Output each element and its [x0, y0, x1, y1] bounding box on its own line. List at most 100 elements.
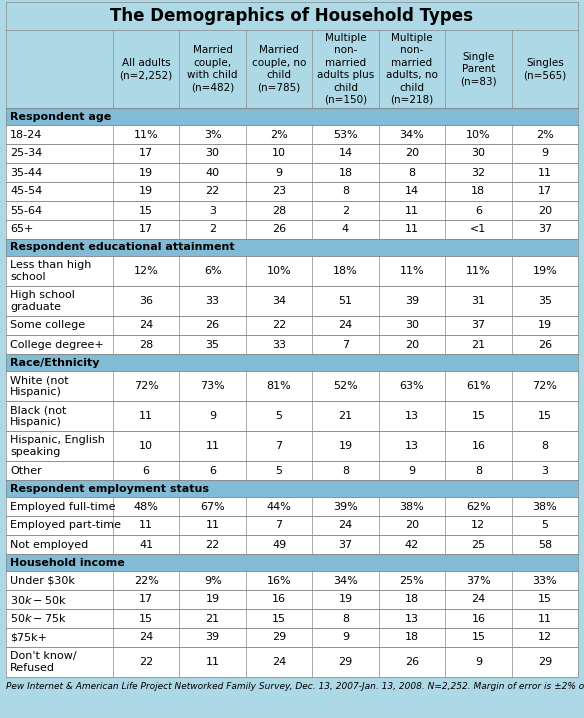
- Text: 41: 41: [139, 539, 153, 549]
- Text: 9%: 9%: [204, 576, 221, 585]
- Text: Other: Other: [10, 465, 41, 475]
- Bar: [6, 497, 578, 516]
- Text: 8: 8: [342, 465, 349, 475]
- Text: 73%: 73%: [200, 381, 225, 391]
- Text: 8: 8: [475, 465, 482, 475]
- Text: Don't know/
Refused: Don't know/ Refused: [10, 651, 77, 673]
- Text: Hispanic, English
speaking: Hispanic, English speaking: [10, 435, 105, 457]
- Text: 29: 29: [338, 657, 353, 667]
- Bar: [6, 144, 578, 163]
- Text: 20: 20: [538, 205, 552, 215]
- Bar: [6, 571, 578, 590]
- Text: 26: 26: [538, 340, 552, 350]
- Text: 9: 9: [408, 465, 415, 475]
- Text: $50k-$75k: $50k-$75k: [10, 612, 67, 625]
- Text: 8: 8: [342, 187, 349, 197]
- Text: 19: 19: [339, 595, 353, 605]
- Text: 37: 37: [471, 320, 485, 330]
- Text: 24: 24: [272, 657, 286, 667]
- Text: 72%: 72%: [134, 381, 159, 391]
- Text: 31: 31: [471, 296, 485, 306]
- Text: 11: 11: [206, 441, 220, 451]
- Text: 4: 4: [342, 225, 349, 235]
- Bar: [6, 30, 578, 108]
- Text: 12: 12: [471, 521, 485, 531]
- Text: 33: 33: [272, 340, 286, 350]
- Text: 23: 23: [272, 187, 286, 197]
- Text: 26: 26: [272, 225, 286, 235]
- Bar: [6, 371, 578, 401]
- Bar: [6, 182, 578, 201]
- Text: 5: 5: [276, 465, 283, 475]
- Text: $30k-$50k: $30k-$50k: [10, 594, 67, 605]
- Bar: [6, 535, 578, 554]
- Text: 8: 8: [541, 441, 548, 451]
- Text: 16: 16: [272, 595, 286, 605]
- Bar: [6, 480, 578, 497]
- Text: Under $30k: Under $30k: [10, 576, 75, 585]
- Text: Black (not
Hispanic): Black (not Hispanic): [10, 405, 67, 426]
- Text: 52%: 52%: [333, 381, 358, 391]
- Text: Multiple
non-
married
adults, no
child
(n=218): Multiple non- married adults, no child (…: [386, 33, 438, 105]
- Text: 34%: 34%: [333, 576, 358, 585]
- Text: 65+: 65+: [10, 225, 33, 235]
- Text: 15: 15: [471, 411, 485, 421]
- Text: $75k+: $75k+: [10, 633, 47, 643]
- Text: 2: 2: [342, 205, 349, 215]
- Text: 11%: 11%: [399, 266, 424, 276]
- Text: 6%: 6%: [204, 266, 221, 276]
- Text: 15: 15: [139, 613, 153, 623]
- Text: 18: 18: [405, 595, 419, 605]
- Bar: [6, 431, 578, 461]
- Text: 36: 36: [139, 296, 153, 306]
- Text: 25%: 25%: [399, 576, 425, 585]
- Text: 19: 19: [139, 167, 153, 177]
- Text: 26: 26: [206, 320, 220, 330]
- Text: 10%: 10%: [267, 266, 291, 276]
- Text: 17: 17: [538, 187, 552, 197]
- Text: 11: 11: [206, 521, 220, 531]
- Text: 22: 22: [139, 657, 154, 667]
- Text: 12%: 12%: [134, 266, 159, 276]
- Text: 3: 3: [209, 205, 216, 215]
- Text: 34: 34: [272, 296, 286, 306]
- Text: All adults
(n=2,252): All adults (n=2,252): [120, 58, 173, 80]
- Text: 13: 13: [405, 411, 419, 421]
- Text: Multiple
non-
married
adults plus
child
(n=150): Multiple non- married adults plus child …: [317, 33, 374, 105]
- Text: Household income: Household income: [10, 557, 125, 567]
- Text: 9: 9: [209, 411, 216, 421]
- Text: 7: 7: [342, 340, 349, 350]
- Text: 37: 37: [339, 539, 353, 549]
- Text: 14: 14: [339, 149, 353, 159]
- Text: 61%: 61%: [466, 381, 491, 391]
- Text: 19%: 19%: [533, 266, 557, 276]
- Bar: [6, 316, 578, 335]
- Text: 21: 21: [471, 340, 485, 350]
- Text: 38%: 38%: [533, 501, 557, 511]
- Text: 15: 15: [272, 613, 286, 623]
- Text: 39: 39: [405, 296, 419, 306]
- Text: 7: 7: [276, 521, 283, 531]
- Text: Employed part-time: Employed part-time: [10, 521, 121, 531]
- Text: 16: 16: [471, 613, 485, 623]
- Text: White (not
Hispanic): White (not Hispanic): [10, 376, 69, 397]
- Text: 44%: 44%: [267, 501, 291, 511]
- Text: 7: 7: [276, 441, 283, 451]
- Text: Respondent educational attainment: Respondent educational attainment: [10, 243, 235, 253]
- Text: 24: 24: [139, 320, 154, 330]
- Text: 33%: 33%: [533, 576, 557, 585]
- Text: 5: 5: [276, 411, 283, 421]
- Text: 15: 15: [139, 205, 153, 215]
- Text: 20: 20: [405, 521, 419, 531]
- Bar: [6, 554, 578, 571]
- Text: 55-64: 55-64: [10, 205, 42, 215]
- Text: 19: 19: [339, 441, 353, 451]
- Text: 35: 35: [538, 296, 552, 306]
- Text: 24: 24: [471, 595, 485, 605]
- Text: 21: 21: [206, 613, 220, 623]
- Text: 14: 14: [405, 187, 419, 197]
- Text: 9: 9: [342, 633, 349, 643]
- Text: 11%: 11%: [466, 266, 491, 276]
- Text: Married
couple, no
child
(n=785): Married couple, no child (n=785): [252, 45, 306, 93]
- Text: 28: 28: [272, 205, 286, 215]
